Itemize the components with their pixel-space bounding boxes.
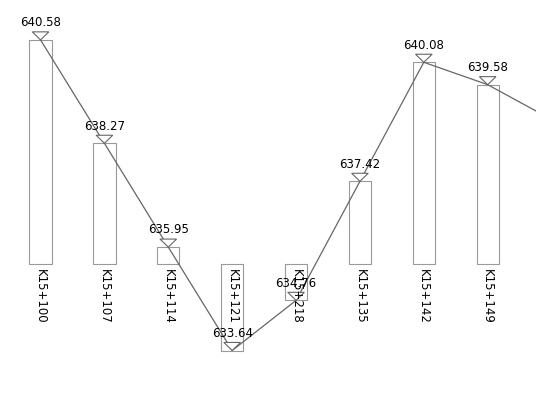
Bar: [221, 264, 243, 351]
Bar: [477, 85, 499, 264]
Bar: [93, 143, 116, 264]
Polygon shape: [224, 342, 241, 351]
Text: 633.64: 633.64: [212, 327, 253, 340]
Bar: [285, 264, 307, 300]
Text: K15+114: K15+114: [162, 269, 175, 324]
Text: K15+100: K15+100: [34, 269, 47, 324]
Polygon shape: [415, 54, 432, 62]
Polygon shape: [32, 32, 49, 40]
Text: K15+107: K15+107: [98, 269, 111, 324]
Bar: [29, 40, 52, 264]
Polygon shape: [160, 239, 176, 247]
Text: 637.42: 637.42: [339, 157, 380, 171]
Bar: [349, 181, 371, 264]
Polygon shape: [96, 135, 113, 143]
Bar: [157, 247, 180, 264]
Text: 639.58: 639.58: [467, 61, 508, 74]
Polygon shape: [479, 76, 496, 85]
Polygon shape: [352, 173, 368, 181]
Text: 635.95: 635.95: [148, 224, 189, 236]
Text: 640.58: 640.58: [20, 16, 61, 29]
Text: K15+218: K15+218: [289, 269, 302, 324]
Text: 634.76: 634.76: [275, 277, 316, 290]
Bar: [413, 62, 435, 264]
Text: 638.27: 638.27: [84, 120, 125, 133]
Text: K15+121: K15+121: [226, 269, 239, 324]
Polygon shape: [288, 292, 305, 300]
Text: 640.08: 640.08: [404, 39, 444, 51]
Text: K15+142: K15+142: [417, 269, 430, 324]
Text: K15+149: K15+149: [481, 269, 494, 324]
Text: K15+135: K15+135: [353, 269, 366, 324]
